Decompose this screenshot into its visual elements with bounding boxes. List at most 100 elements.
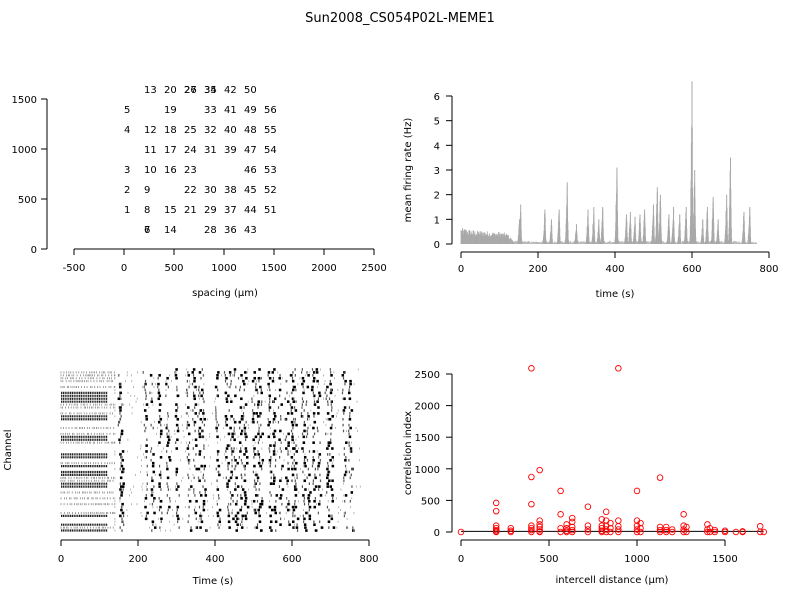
electrode-label: 27 [184, 85, 197, 96]
burst-spike [273, 508, 277, 512]
burst-spike [204, 494, 208, 497]
burst-spike [194, 464, 196, 468]
burst-spike [202, 502, 206, 506]
burst-spike [203, 447, 205, 450]
burst-spike [176, 394, 180, 398]
burst-spike [175, 467, 179, 471]
burst-spike [187, 423, 190, 427]
burst-spike [241, 517, 243, 521]
burst-spike [303, 409, 305, 412]
burst-spike [268, 447, 270, 450]
burst-spike [286, 479, 289, 483]
burst-spike [300, 412, 303, 415]
burst-spike [244, 429, 246, 433]
burst-spike [267, 374, 269, 377]
electrode-label: 35 [204, 85, 217, 96]
burst-spike [200, 394, 203, 398]
burst-spike [291, 520, 295, 524]
burst-spike [226, 382, 228, 386]
burst-spike [292, 514, 294, 518]
electrode-label: 43 [244, 225, 257, 236]
burst-spike [235, 385, 237, 389]
burst-spike [121, 450, 125, 453]
burst-spike [245, 456, 249, 459]
burst-spike [120, 505, 123, 509]
burst-spike [288, 520, 290, 524]
burst-spike [159, 526, 161, 529]
burst-spike [122, 482, 125, 485]
burst-spike [349, 415, 351, 418]
burst-spike [167, 385, 170, 389]
burst-spike [241, 488, 245, 491]
data-point [656, 528, 664, 536]
electrode-label: 26 [184, 85, 197, 96]
burst-spike [119, 476, 123, 480]
burst-spike [230, 502, 232, 506]
data-point [584, 503, 592, 510]
burst-spike [329, 453, 331, 456]
burst-spike [150, 423, 152, 427]
burst-spike [219, 517, 221, 521]
burst-spike [342, 376, 345, 380]
data-point [568, 518, 576, 526]
electrode-label: 24 [184, 145, 197, 156]
burst-spike [204, 479, 206, 483]
burst-spike [328, 417, 332, 421]
y-tick-label: 500 [421, 496, 440, 507]
burst-spike [228, 511, 230, 515]
burst-spike [274, 464, 277, 468]
burst-spike [281, 464, 284, 468]
burst-spike [202, 412, 205, 415]
burst-spike [215, 417, 217, 421]
burst-spike [305, 403, 307, 406]
burst-spike [152, 453, 155, 456]
burst-spike [343, 397, 346, 401]
burst-spike [195, 453, 197, 456]
burst-spike [308, 514, 312, 518]
burst-spike [165, 382, 168, 386]
burst-spike [227, 505, 229, 509]
data-point [536, 528, 543, 536]
burst-spike [291, 432, 294, 436]
burst-spike [319, 458, 321, 462]
burst-spike [225, 397, 228, 401]
burst-spike [151, 520, 155, 524]
burst-spike [317, 461, 321, 465]
burst-spike [187, 371, 189, 374]
burst-spike [235, 476, 238, 480]
burst-spike [257, 441, 260, 444]
burst-spike [304, 526, 307, 529]
burst-spike [268, 526, 272, 529]
burst-spike [344, 458, 347, 462]
data-point [568, 526, 576, 534]
y-tick-label: 3 [434, 166, 440, 177]
burst-spike [238, 441, 242, 444]
burst-spike [319, 441, 321, 444]
burst-spike [331, 514, 333, 518]
burst-spike [231, 432, 234, 436]
burst-spike [214, 385, 218, 389]
burst-spike [292, 461, 294, 465]
burst-spike [308, 508, 310, 512]
burst-spike [217, 453, 219, 456]
burst-spike [119, 394, 121, 398]
burst-spike [192, 417, 194, 421]
burst-spike [217, 523, 219, 526]
burst-spike [176, 388, 178, 392]
burst-spike [349, 385, 351, 389]
burst-spike [119, 453, 122, 456]
y-tick-label: 0 [434, 528, 440, 539]
burst-spike [195, 499, 198, 503]
burst-spike [166, 444, 169, 447]
y-tick-label: 6 [434, 92, 440, 103]
burst-spike [273, 368, 276, 371]
burst-spike [119, 412, 121, 415]
burst-spike [194, 438, 198, 442]
burst-spike [193, 420, 197, 424]
burst-spike [234, 394, 237, 398]
burst-spike [294, 494, 298, 497]
burst-spike [227, 467, 229, 471]
burst-spike [260, 403, 263, 406]
burst-spike [199, 494, 203, 497]
x-tick-label: 200 [128, 554, 147, 565]
